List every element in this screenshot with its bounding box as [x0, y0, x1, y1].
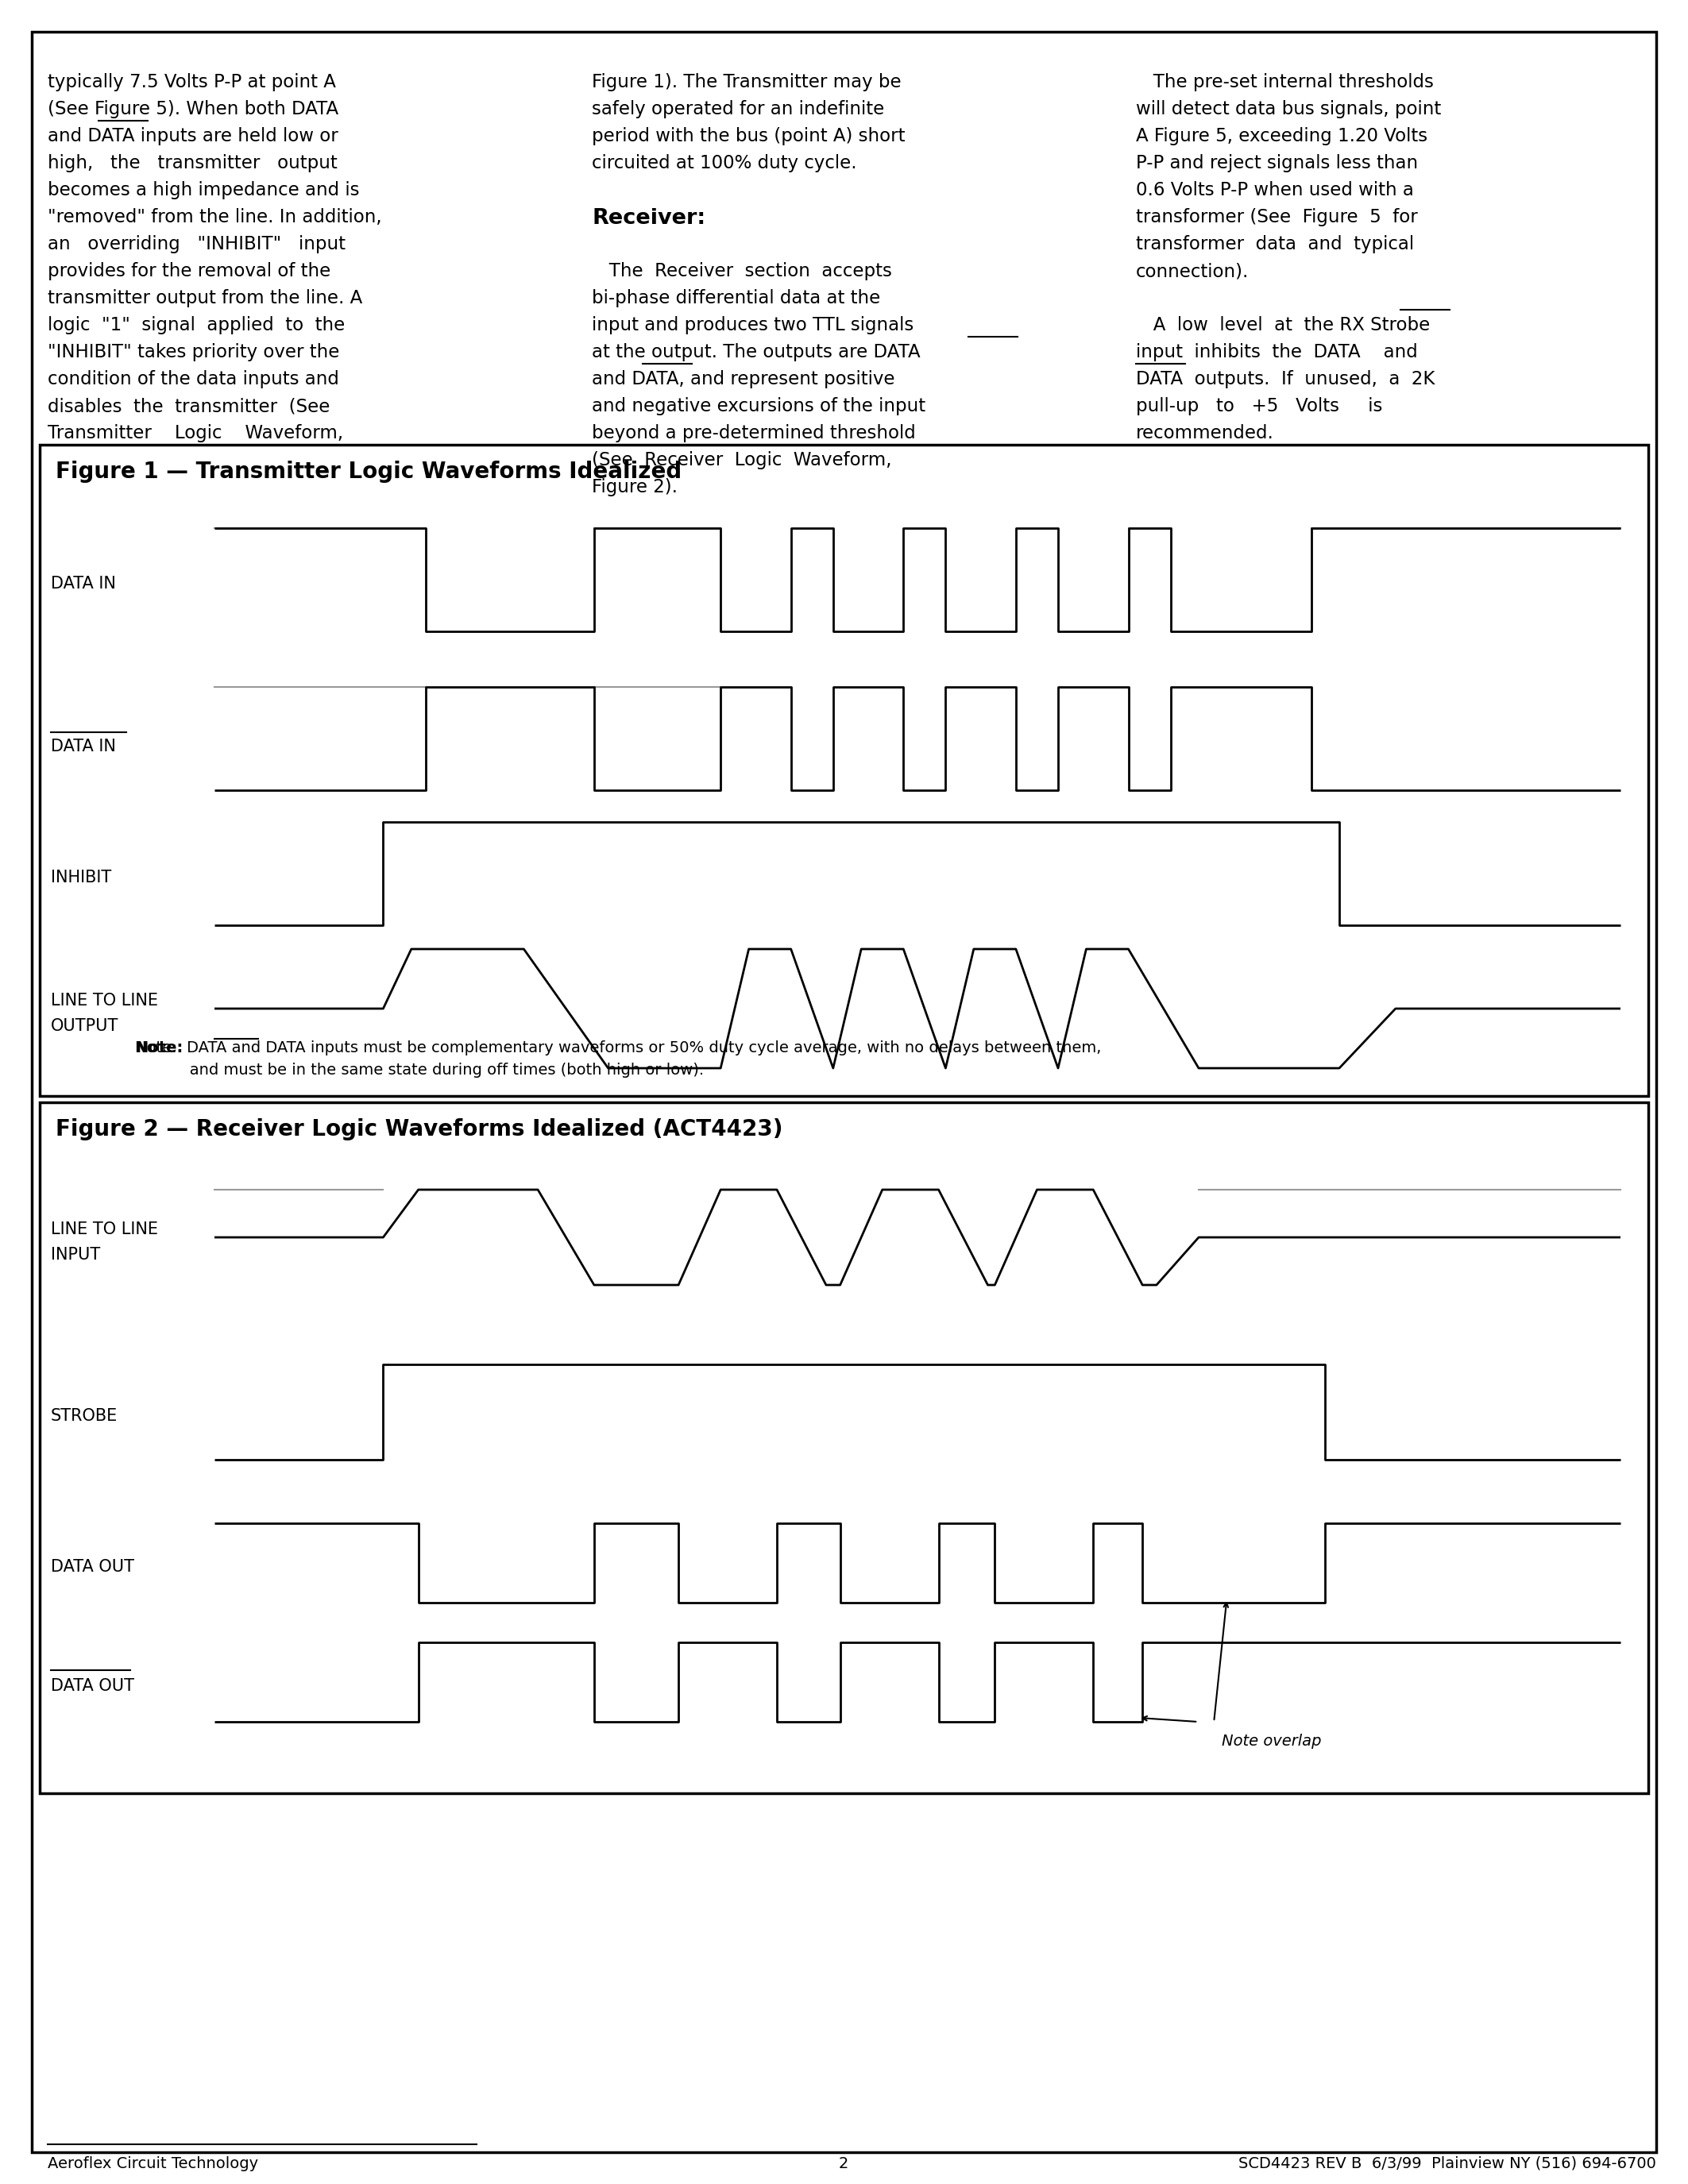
Text: "INHIBIT" takes priority over the: "INHIBIT" takes priority over the [47, 343, 339, 360]
Bar [41, 446, 1647, 1096]
Text: input and produces two TTL signals: input and produces two TTL signals [592, 317, 913, 334]
Text: 0.6 Volts P-P when used with a: 0.6 Volts P-P when used with a [1136, 181, 1415, 199]
Text: "removed" from the line. In addition,: "removed" from the line. In addition, [47, 207, 381, 227]
Text: input  inhibits  the  DATA    and: input inhibits the DATA and [1136, 343, 1418, 360]
Text: (See Figure 5). When both DATA: (See Figure 5). When both DATA [47, 100, 339, 118]
Text: beyond a pre-determined threshold: beyond a pre-determined threshold [592, 424, 915, 443]
Text: and DATA, and represent positive: and DATA, and represent positive [592, 369, 895, 389]
Text: LINE TO LINE: LINE TO LINE [51, 994, 159, 1009]
Text: transformer  data  and  typical: transformer data and typical [1136, 236, 1415, 253]
Text: The  Receiver  section  accepts: The Receiver section accepts [592, 262, 891, 280]
Text: at the output. The outputs are DATA: at the output. The outputs are DATA [592, 343, 920, 360]
Text: becomes a high impedance and is: becomes a high impedance and is [47, 181, 360, 199]
Text: Note overlap: Note overlap [1222, 1734, 1322, 1749]
Text: Figure 1). The Transmitter may be: Figure 1). The Transmitter may be [592, 72, 901, 92]
Text: condition of the data inputs and: condition of the data inputs and [47, 369, 339, 389]
Text: transformer (See  Figure  5  for: transformer (See Figure 5 for [1136, 207, 1418, 227]
Text: A  low  level  at  the RX Strobe: A low level at the RX Strobe [1136, 317, 1430, 334]
Text: connection).: connection). [1136, 262, 1249, 280]
Text: recommended.: recommended. [1136, 424, 1274, 443]
Text: circuited at 100% duty cycle.: circuited at 100% duty cycle. [592, 155, 858, 173]
Text: and DATA inputs are held low or: and DATA inputs are held low or [47, 127, 338, 146]
Text: Figure 2).: Figure 2). [592, 478, 677, 496]
Text: will detect data bus signals, point: will detect data bus signals, point [1136, 100, 1442, 118]
Text: Figure 2 — Receiver Logic Waveforms Idealized (ACT4423): Figure 2 — Receiver Logic Waveforms Idea… [56, 1118, 783, 1140]
Text: Note:  DATA and DATA inputs must be complementary waveforms or 50% duty cycle av: Note: DATA and DATA inputs must be compl… [135, 1040, 1101, 1055]
Text: Transmitter    Logic    Waveform,: Transmitter Logic Waveform, [47, 424, 343, 443]
Text: DATA  outputs.  If  unused,  a  2K: DATA outputs. If unused, a 2K [1136, 369, 1435, 389]
Text: typically 7.5 Volts P-P at point A: typically 7.5 Volts P-P at point A [47, 72, 336, 92]
Text: LINE TO LINE: LINE TO LINE [51, 1221, 159, 1238]
Text: DATA OUT: DATA OUT [51, 1559, 135, 1575]
Text: Aeroflex Circuit Technology: Aeroflex Circuit Technology [47, 2156, 258, 2171]
Text: (See  Receiver  Logic  Waveform,: (See Receiver Logic Waveform, [592, 452, 891, 470]
Text: bi-phase differential data at the: bi-phase differential data at the [592, 288, 881, 308]
Text: safely operated for an indefinite: safely operated for an indefinite [592, 100, 885, 118]
Bar [41, 1103, 1647, 1793]
Text: OUTPUT: OUTPUT [51, 1018, 118, 1033]
Text: INHIBIT: INHIBIT [51, 869, 111, 885]
Text: STROBE: STROBE [51, 1409, 118, 1424]
Text: The pre-set internal thresholds: The pre-set internal thresholds [1136, 72, 1433, 92]
Text: SCD4423 REV B  6/3/99  Plainview NY (516) 694-6700: SCD4423 REV B 6/3/99 Plainview NY (516) … [1239, 2156, 1656, 2171]
Text: Note:: Note: [135, 1040, 182, 1055]
Text: A Figure 5, exceeding 1.20 Volts: A Figure 5, exceeding 1.20 Volts [1136, 127, 1428, 146]
Text: period with the bus (point A) short: period with the bus (point A) short [592, 127, 905, 146]
Text: P-P and reject signals less than: P-P and reject signals less than [1136, 155, 1418, 173]
Text: pull-up   to   +5   Volts     is: pull-up to +5 Volts is [1136, 397, 1382, 415]
Text: DATA OUT: DATA OUT [51, 1677, 135, 1695]
Text: transmitter output from the line. A: transmitter output from the line. A [47, 288, 363, 308]
Text: DATA IN: DATA IN [51, 738, 116, 753]
Text: provides for the removal of the: provides for the removal of the [47, 262, 331, 280]
Text: 2: 2 [839, 2156, 849, 2171]
Text: DATA IN: DATA IN [51, 577, 116, 592]
Text: Figure 1 — Transmitter Logic Waveforms Idealized: Figure 1 — Transmitter Logic Waveforms I… [56, 461, 682, 483]
Text: Receiver:: Receiver: [592, 207, 706, 229]
Text: an   overriding   "INHIBIT"   input: an overriding "INHIBIT" input [47, 236, 346, 253]
Text: high,   the   transmitter   output: high, the transmitter output [47, 155, 338, 173]
Text: INPUT: INPUT [51, 1247, 100, 1262]
Text: and negative excursions of the input: and negative excursions of the input [592, 397, 925, 415]
Text: disables  the  transmitter  (See: disables the transmitter (See [47, 397, 329, 415]
Text: and must be in the same state during off times (both high or low).: and must be in the same state during off… [135, 1064, 704, 1077]
Text: logic  "1"  signal  applied  to  the: logic "1" signal applied to the [47, 317, 344, 334]
